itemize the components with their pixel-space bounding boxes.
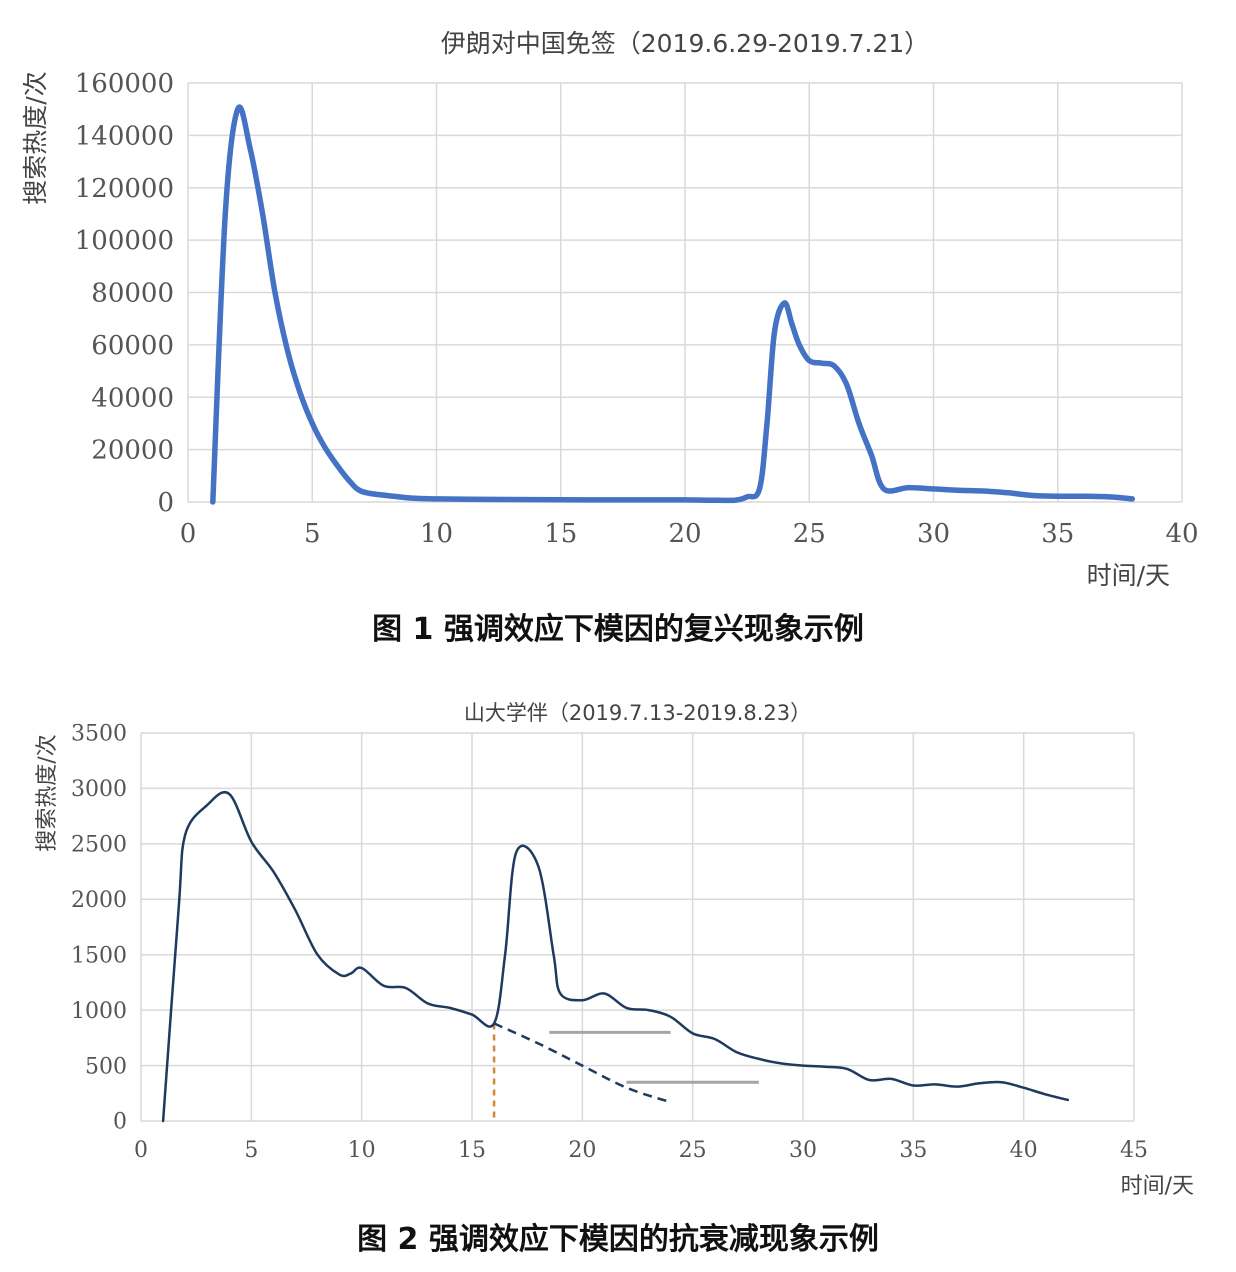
chart-2-x-tick-label: 35	[899, 1138, 927, 1163]
chart-1-x-tick-label: 30	[917, 519, 950, 549]
chart-2-y-tick-label: 2000	[71, 888, 127, 913]
chart-1-x-tick-label: 5	[304, 519, 321, 549]
chart-2-y-tick-label: 3000	[71, 777, 127, 802]
chart-2-y-tick-label: 1500	[71, 943, 127, 968]
chart-1-y-tick-label: 100000	[75, 226, 174, 256]
chart-2-x-tick-label: 15	[458, 1138, 486, 1163]
chart-2-x-tick-label: 45	[1120, 1138, 1148, 1163]
chart-1-x-tick-label: 35	[1041, 519, 1074, 549]
chart-1-y-tick-label: 0	[157, 488, 174, 518]
chart-1-x-axis-label: 时间/天	[1087, 561, 1170, 590]
chart-2-x-tick-label: 30	[789, 1138, 817, 1163]
chart-2-x-tick-label: 10	[348, 1138, 376, 1163]
chart-2-x-tick-label: 0	[134, 1138, 148, 1163]
chart-1-x-tick-label: 10	[420, 519, 453, 549]
chart-1-x-tick-label: 15	[544, 519, 577, 549]
chart-2-y-axis-label: 搜索热度/次	[35, 734, 60, 851]
chart-2-y-tick-label: 0	[113, 1110, 127, 1135]
chart-1-y-tick-label: 20000	[91, 436, 174, 466]
chart-2-x-axis-label: 时间/天	[1121, 1174, 1194, 1199]
chart-sdu-study-buddy: 0 500 1000 1500 2000 2500 3000 3500 0 5 10 15 20 25 30…	[0, 680, 1236, 1210]
chart-2-series-line	[161, 790, 1070, 1123]
chart-2-x-tick-label: 20	[568, 1138, 596, 1163]
figure-1-caption: 图 1 强调效应下模因的复兴现象示例	[372, 612, 864, 647]
chart-1-y-tick-label: 140000	[75, 121, 174, 151]
chart-2-title: 山大学伴（2019.7.13-2019.8.23）	[464, 701, 811, 725]
chart-1-x-tick-label: 25	[793, 519, 826, 549]
chart-2-x-tick-label: 5	[244, 1138, 258, 1163]
chart-2-svg: 0 500 1000 1500 2000 2500 3000 3500 0 5 10 15 20 25 30…	[35, 701, 1194, 1199]
chart-1-svg: 0 20000 40000 60000 80000 100000 120000 140000 1…	[21, 29, 1199, 590]
chart-1-y-tick-label: 120000	[75, 174, 174, 204]
chart-1-series-line	[210, 104, 1136, 505]
chart-1-x-tick-label: 20	[668, 519, 701, 549]
chart-1-y-tick-label: 60000	[91, 331, 174, 361]
chart-2-y-tick-label: 500	[85, 1054, 127, 1079]
chart-2-y-tick-label: 1000	[71, 999, 127, 1024]
chart-2-x-tick-label: 40	[1010, 1138, 1038, 1163]
figure-2-caption: 图 2 强调效应下模因的抗衰减现象示例	[357, 1222, 879, 1257]
chart-1-x-tick-label: 40	[1165, 519, 1198, 549]
chart-2-decay-projection-line	[493, 1022, 671, 1104]
chart-1-y-tick-label: 40000	[91, 383, 174, 413]
chart-1-title: 伊朗对中国免签（2019.6.29-2019.7.21）	[441, 29, 930, 58]
chart-2-x-tick-label: 25	[679, 1138, 707, 1163]
chart-iran-visa-free: 0 20000 40000 60000 80000 100000 120000 140000 1…	[0, 0, 1236, 600]
chart-1-x-tick-label: 0	[180, 519, 197, 549]
chart-2-y-tick-label: 3500	[71, 722, 127, 747]
chart-1-y-tick-label: 160000	[75, 69, 174, 99]
chart-1-y-axis-label: 搜索热度/次	[21, 71, 50, 204]
chart-2-y-tick-label: 2500	[71, 833, 127, 858]
chart-1-y-tick-label: 80000	[91, 279, 174, 309]
